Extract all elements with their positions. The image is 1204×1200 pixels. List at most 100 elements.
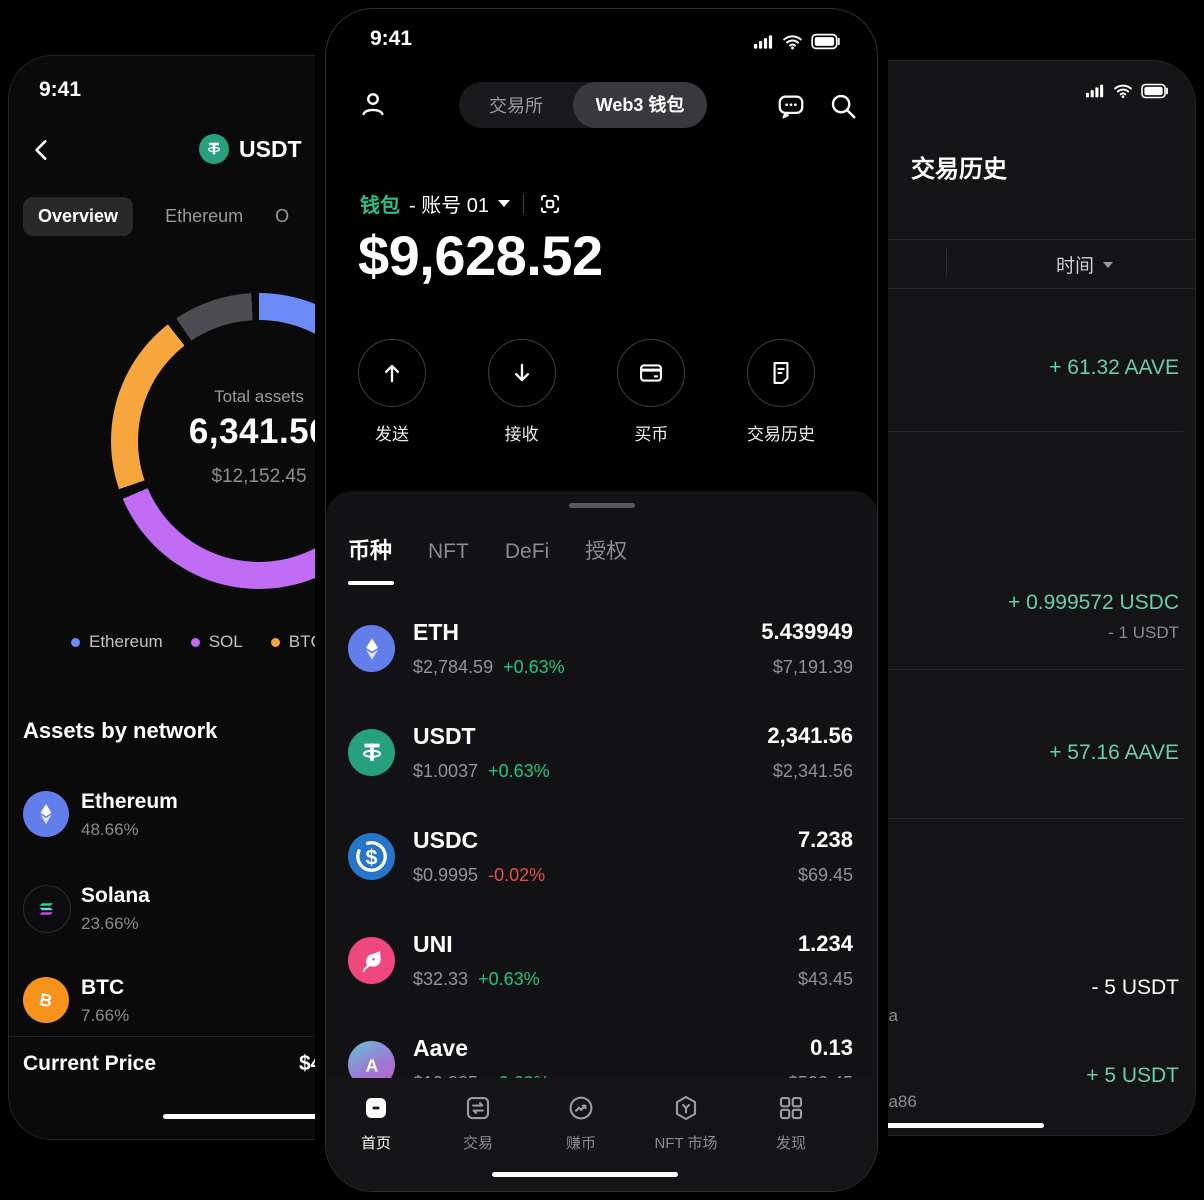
arrow-up-icon [358, 339, 426, 407]
token-change: +0.63% [478, 969, 540, 989]
legend-dot-blue [71, 637, 80, 647]
token-fiat-value: $69.45 [797, 865, 853, 885]
nft-icon [675, 1095, 697, 1121]
svg-text:B: B [38, 989, 55, 1011]
tx-amount[interactable]: - 5 USDT [1091, 976, 1179, 999]
drag-handle[interactable] [569, 503, 635, 508]
history-button[interactable]: 交易历史 [731, 339, 831, 445]
usdt-icon [348, 729, 395, 776]
divider [621, 669, 1183, 670]
token-quantity: 0.13 [810, 1035, 853, 1060]
back-button[interactable] [29, 136, 55, 164]
nav-home[interactable]: 首页 [326, 1093, 426, 1153]
tx-amount[interactable]: + 61.32 AAVE [1049, 356, 1179, 379]
token-symbol: UNI [413, 931, 453, 957]
token-symbol: Aave [413, 1035, 468, 1061]
legend-dot-purple [190, 637, 200, 647]
eth-icon [348, 625, 395, 672]
donut-center-label: Total assets [214, 387, 304, 406]
legend-btc: BTC [270, 632, 323, 652]
profile-button[interactable] [358, 89, 388, 119]
nav-earn[interactable]: 赚币 [531, 1093, 631, 1153]
tab-nft[interactable]: NFT [428, 540, 469, 563]
send-button[interactable]: 发送 [342, 339, 442, 445]
token-symbol: USDT [413, 723, 476, 749]
divider [946, 249, 947, 277]
token-row-eth[interactable]: ETH $2,784.59 +0.63% 5.439949 $7,191.39 [326, 615, 877, 711]
status-icons [1085, 83, 1169, 99]
nav-nft-market[interactable]: NFT 市场 [636, 1093, 736, 1153]
tab-ethereum[interactable]: Ethereum [165, 206, 244, 226]
svg-text:A: A [365, 1055, 378, 1075]
page-title: 交易历史 [911, 156, 1007, 183]
search-button[interactable] [828, 91, 858, 121]
token-change: -0.02% [488, 865, 546, 885]
btc-icon: B [23, 977, 69, 1023]
network-row-btc[interactable]: B BTC 7.66% [23, 975, 493, 1035]
tab-overview[interactable]: Overview [23, 197, 134, 236]
ethereum-icon [23, 791, 69, 837]
active-tab-underline [348, 581, 394, 585]
network-percent: 23.66% [81, 914, 139, 933]
status-time: 9:41 [370, 27, 413, 50]
network-row-ethereum[interactable]: Ethereum 48.66% [23, 789, 493, 849]
page-title-label: USDT [239, 135, 302, 162]
trade-icon [466, 1096, 490, 1120]
sheet-tabs: 币种 NFT DeFi 授权 [348, 533, 627, 565]
chat-icon [778, 95, 804, 119]
legend-ethereum: Ethereum [71, 632, 163, 652]
nav-discover[interactable]: 发现 [741, 1093, 841, 1153]
network-row-solana[interactable]: Solana 23.66% [23, 883, 493, 943]
usdt-icon [199, 134, 229, 164]
support-chat-button[interactable] [776, 91, 806, 121]
usdc-icon: $ [348, 833, 395, 880]
tx-amount[interactable]: + 5 USDT [1086, 1064, 1179, 1087]
token-fiat-value: $43.45 [797, 969, 853, 989]
wifi-icon [783, 34, 802, 49]
chevron-down-icon [1103, 261, 1114, 268]
tab-clipped[interactable]: O [275, 206, 290, 226]
tab-approvals[interactable]: 授权 [585, 540, 628, 563]
tab-web3-wallet[interactable]: Web3 钱包 [573, 82, 707, 128]
legend-dot-orange [270, 637, 280, 647]
chart-legend: Ethereum SOL BTC [71, 632, 323, 652]
token-row-usdc[interactable]: $ USDC $0.9995 -0.02% 7.238 $69.45 [326, 823, 877, 919]
arrow-down-icon [487, 339, 556, 407]
status-time: 9:41 [39, 78, 82, 101]
tab-defi[interactable]: DeFi [504, 540, 550, 563]
current-price-label: Current Price [23, 1052, 157, 1075]
document-icon [746, 339, 815, 407]
address-fragment: ba86 [879, 1092, 917, 1111]
account-selector[interactable]: 钱包 - 账号 01 [360, 189, 563, 218]
tab-coins[interactable]: 币种 [348, 538, 393, 563]
nav-trade[interactable]: 交易 [428, 1093, 528, 1153]
home-indicator [878, 1123, 1044, 1128]
network-name: Solana [81, 884, 150, 907]
buy-crypto-button[interactable]: 买币 [601, 339, 701, 445]
address-fragment: 0a [879, 1006, 898, 1025]
network-percent: 7.66% [81, 1006, 130, 1025]
token-row-usdt[interactable]: USDT $1.0037 +0.63% 2,341.56 $2,341.56 [326, 719, 877, 815]
uni-icon [348, 937, 395, 984]
assets-sheet [326, 491, 877, 1191]
solana-icon [23, 885, 71, 933]
receive-button[interactable]: 接收 [472, 339, 572, 445]
action-buttons: 发送 接收 买币 交易历史 [342, 339, 831, 445]
network-percent: 48.66% [81, 820, 139, 839]
token-change: +0.63% [488, 761, 550, 781]
divider [621, 818, 1183, 819]
wallet-label: 钱包 [360, 195, 400, 217]
signal-icon [753, 34, 773, 49]
chevron-left-icon [35, 140, 47, 160]
tx-amount[interactable]: + 0.999572 USDC [1007, 591, 1179, 614]
wallet-home-phone: 9:41 交易所 Web3 钱包 钱包 - 账号 01 $9,628.52 发送… [325, 8, 878, 1192]
page-title: USDT [199, 134, 302, 164]
battery-icon [1141, 83, 1168, 99]
sort-by-time[interactable]: 时间 [1056, 251, 1114, 278]
token-row-uni[interactable]: UNI $32.33 +0.63% 1.234 $43.45 [326, 927, 877, 1023]
section-title: Assets by network [23, 718, 218, 743]
tx-amount[interactable]: + 57.16 AAVE [1049, 741, 1179, 764]
scan-icon[interactable] [537, 191, 563, 217]
divider [523, 193, 525, 214]
tab-exchange[interactable]: 交易所 [489, 96, 543, 116]
